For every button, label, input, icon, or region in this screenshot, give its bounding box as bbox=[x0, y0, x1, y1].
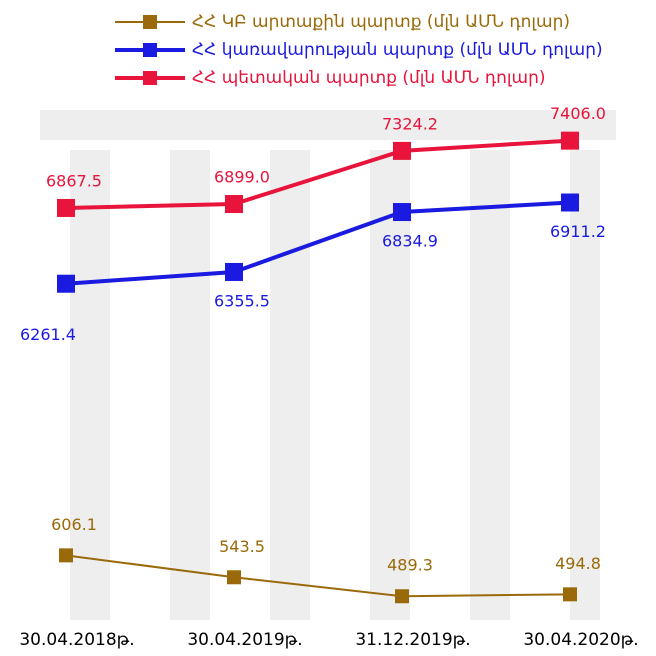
data-label: 543.5 bbox=[219, 537, 265, 556]
x-tick-label: 30.04.2020թ. bbox=[523, 630, 638, 650]
data-label: 7324.2 bbox=[382, 114, 438, 133]
legend-label: ՀՀ պետական պարտք (մլն ԱՄՆ դոլար) bbox=[192, 68, 545, 88]
data-label: 6911.2 bbox=[550, 222, 606, 241]
data-label: 6355.5 bbox=[214, 291, 270, 310]
series-line bbox=[65, 200, 571, 286]
data-label: 6834.9 bbox=[382, 232, 438, 251]
x-tick-label: 31.12.2019թ. bbox=[355, 630, 470, 650]
data-label: 606.1 bbox=[51, 515, 97, 534]
point-marker bbox=[395, 589, 409, 604]
point-marker bbox=[561, 193, 579, 212]
series-line bbox=[65, 554, 571, 598]
x-tick-label: 30.04.2019թ. bbox=[187, 630, 302, 650]
legend-marker bbox=[143, 15, 157, 29]
data-label: 7406.0 bbox=[550, 104, 606, 123]
series-line bbox=[65, 138, 571, 210]
legend-marker bbox=[143, 71, 157, 85]
point-marker bbox=[227, 570, 241, 585]
data-label: 6261.4 bbox=[20, 325, 76, 344]
x-tick-label: 30.04.2018թ. bbox=[19, 630, 134, 650]
legend-label: ՀՀ կառավարության պարտք (մլն ԱՄՆ դոլար) bbox=[192, 40, 603, 60]
point-marker bbox=[59, 548, 73, 563]
point-marker bbox=[393, 141, 411, 160]
data-label: 6867.5 bbox=[46, 171, 102, 190]
point-marker bbox=[57, 274, 75, 293]
data-label: 494.8 bbox=[555, 554, 601, 573]
legend-marker bbox=[143, 43, 157, 57]
background-decoration bbox=[40, 110, 616, 620]
data-label: 489.3 bbox=[387, 556, 433, 575]
point-marker bbox=[225, 195, 243, 214]
point-marker bbox=[57, 198, 75, 217]
point-marker bbox=[393, 203, 411, 222]
point-marker bbox=[225, 262, 243, 281]
legend-label: ՀՀ ԿԲ արտաքին պարտք (մլն ԱՄՆ դոլար) bbox=[192, 12, 570, 32]
point-marker bbox=[561, 131, 579, 150]
point-marker bbox=[563, 587, 577, 602]
data-label: 6899.0 bbox=[214, 168, 270, 187]
